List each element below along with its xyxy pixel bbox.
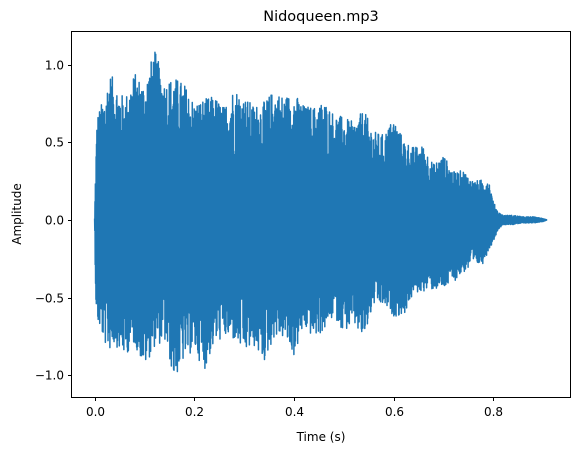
x-tick-label: 0.4 [285, 405, 304, 419]
x-axis: 0.0 0.2 0.4 0.6 0.8 [86, 397, 503, 419]
y-tick-label: 0.5 [45, 136, 64, 150]
x-axis-label: Time (s) [296, 430, 346, 444]
y-axis: −1.0 −0.5 0.0 0.5 1.0 [35, 59, 72, 383]
x-tick-label: 0.8 [484, 405, 503, 419]
waveform-series-line [93, 51, 548, 373]
y-tick-label: 0.0 [45, 214, 64, 228]
x-tick-label: 0.0 [86, 405, 105, 419]
plot-frame [71, 31, 571, 398]
y-tick-label: 1.0 [45, 59, 64, 73]
y-tick-label: −1.0 [35, 369, 64, 383]
x-tick-label: 0.6 [385, 405, 404, 419]
chart-title: Nidoqueen.mp3 [263, 9, 379, 25]
y-tick-label: −0.5 [35, 292, 64, 306]
x-tick-label: 0.2 [185, 405, 204, 419]
plot-area [93, 51, 548, 373]
y-axis-label: Amplitude [10, 183, 24, 245]
